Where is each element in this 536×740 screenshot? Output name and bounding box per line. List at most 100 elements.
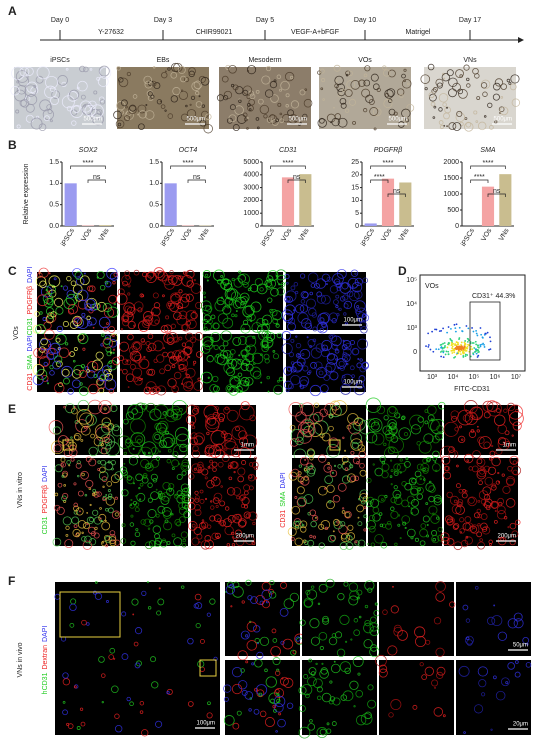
micrograph-detail xyxy=(86,512,89,514)
micrograph-detail xyxy=(187,521,198,531)
micrograph-detail xyxy=(118,77,124,83)
micrograph-detail xyxy=(108,507,114,514)
stage-label: EBs xyxy=(157,57,170,64)
micrograph-detail xyxy=(223,684,232,693)
micrograph-detail xyxy=(35,75,44,84)
micrograph-detail xyxy=(197,660,205,668)
micrograph-detail xyxy=(73,524,78,528)
micrograph-detail xyxy=(248,485,254,491)
significance-label: **** xyxy=(374,174,385,181)
micrograph-detail xyxy=(310,636,320,646)
micrograph-detail xyxy=(24,84,37,97)
micrograph-detail xyxy=(469,414,475,421)
micrograph-detail xyxy=(36,66,50,80)
micrograph-detail xyxy=(104,378,117,391)
micrograph-detail xyxy=(201,519,205,522)
micrograph-detail xyxy=(499,106,509,116)
micrograph-detail xyxy=(145,341,151,346)
micrograph-detail xyxy=(74,420,79,425)
micrograph-detail xyxy=(207,376,210,379)
y-tick-label: 1.5 xyxy=(149,159,159,166)
micrograph-detail xyxy=(298,726,311,739)
micrograph-detail xyxy=(111,467,114,471)
micrograph-detail xyxy=(344,667,351,675)
micrograph-detail xyxy=(181,470,187,476)
micrograph-detail xyxy=(462,604,469,611)
micrograph-detail xyxy=(508,404,524,420)
treatment-label: VEGF-A+bFGF xyxy=(291,29,339,36)
micrograph-detail xyxy=(379,523,384,528)
micrograph-detail xyxy=(99,99,106,105)
micrograph-detail xyxy=(210,339,215,343)
micrograph-detail xyxy=(306,449,316,458)
micrograph-detail xyxy=(80,721,86,727)
micrograph-detail xyxy=(191,449,201,459)
micrograph-detail xyxy=(229,583,235,589)
micrograph-detail xyxy=(361,499,366,505)
micrograph-detail xyxy=(176,315,187,326)
micrograph-detail xyxy=(390,483,393,486)
micrograph-detail xyxy=(240,390,243,393)
micrograph-detail xyxy=(326,353,338,365)
significance-bracket xyxy=(187,179,206,183)
micrograph-detail xyxy=(216,536,220,540)
flow-event xyxy=(485,332,487,335)
micrograph-detail xyxy=(334,348,340,354)
micrograph-detail xyxy=(321,294,331,305)
micrograph-detail xyxy=(416,463,424,471)
micrograph-detail xyxy=(423,478,426,481)
micrograph-detail xyxy=(89,503,92,507)
micrograph-detail xyxy=(295,436,304,446)
micrograph-detail xyxy=(147,80,154,87)
micrograph-detail xyxy=(90,104,104,118)
micrograph-detail xyxy=(231,313,235,318)
micrograph-detail xyxy=(491,483,496,488)
micrograph-detail xyxy=(392,585,394,588)
flow-event xyxy=(486,331,489,334)
micrograph-detail xyxy=(512,460,517,465)
micrograph-detail xyxy=(507,662,515,670)
micrograph-detail xyxy=(147,497,153,503)
micrograph-detail xyxy=(476,96,481,100)
micrograph-detail xyxy=(507,618,518,629)
micrograph-detail xyxy=(118,77,129,88)
micrograph-detail xyxy=(265,65,272,72)
micrograph-detail xyxy=(94,423,110,439)
flow-event xyxy=(427,332,430,335)
micrograph-detail xyxy=(509,83,517,91)
micrograph-detail xyxy=(69,622,75,628)
micrograph-detail xyxy=(206,279,209,282)
channel-label-part: PDGFRβ xyxy=(42,485,49,514)
micrograph-detail xyxy=(166,458,172,464)
flow-plot-frame xyxy=(419,274,526,372)
micrograph-detail xyxy=(116,66,121,71)
micrograph-detail xyxy=(111,425,123,437)
micrograph-detail xyxy=(156,385,167,396)
flow-event xyxy=(481,343,483,346)
micrograph-detail xyxy=(357,338,368,350)
micrograph-detail xyxy=(202,270,211,279)
micrograph-detail xyxy=(345,542,354,550)
micrograph-detail xyxy=(158,450,162,453)
micrograph-detail xyxy=(314,282,320,289)
micrograph-detail xyxy=(241,496,250,506)
micrograph-detail xyxy=(480,82,488,89)
micrograph-detail xyxy=(164,109,167,112)
micrograph-detail xyxy=(226,409,239,422)
micrograph-detail xyxy=(126,475,133,481)
micrograph-detail xyxy=(143,356,146,359)
micrograph-detail xyxy=(103,307,115,318)
micrograph-detail xyxy=(510,74,520,84)
micrograph-detail xyxy=(331,721,337,727)
micrograph-detail xyxy=(42,293,54,304)
micrograph-detail xyxy=(185,510,189,513)
scale-bar-label: 500μm xyxy=(84,117,102,123)
micrograph-detail xyxy=(436,425,444,433)
micrograph-detail xyxy=(344,510,352,519)
micrograph-detail xyxy=(463,400,478,415)
micrograph-detail xyxy=(48,275,61,288)
micrograph-detail xyxy=(363,79,371,87)
micrograph-detail xyxy=(416,486,424,495)
micrograph-detail xyxy=(80,94,86,100)
micrograph-detail xyxy=(381,463,390,472)
